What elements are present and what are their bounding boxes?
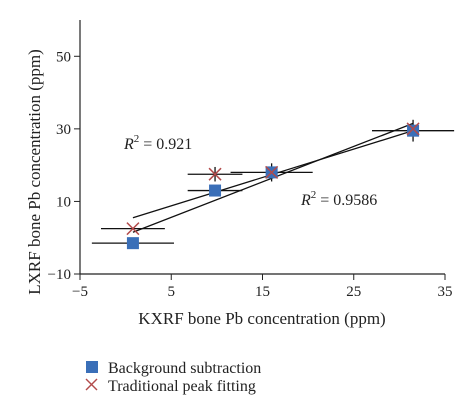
- data-point-square: [209, 184, 222, 197]
- data-point-x: [265, 165, 279, 179]
- legend-marker-x: [85, 378, 98, 391]
- y-tick-label: −10: [48, 267, 71, 283]
- r-squared-1-symbol: R: [123, 136, 134, 153]
- legend-marker-square: [86, 361, 98, 373]
- data-point-x: [126, 222, 140, 236]
- data-point-x-stroke: [208, 167, 222, 181]
- axes: [79, 20, 445, 275]
- r-squared-2-symbol: R: [300, 192, 311, 209]
- y-tick-label: 10: [56, 194, 71, 210]
- y-axis-title: LXRF bone Pb concentration (ppm): [25, 49, 44, 295]
- y-tick-label: 30: [56, 122, 71, 138]
- data-points: [126, 122, 420, 250]
- x-tick-label: 35: [438, 284, 453, 300]
- tick-group: −5 5 15 25 35 −10 10 30 50: [48, 49, 453, 300]
- legend-label-background-subtraction: Background subtraction: [108, 360, 261, 377]
- data-point-x: [208, 167, 222, 181]
- data-point-x-stroke: [265, 165, 279, 179]
- legend-label-traditional-peak-fitting: Traditional peak fitting: [108, 378, 256, 395]
- data-point-square: [126, 237, 139, 250]
- data-point-x-stroke: [126, 222, 140, 236]
- x-tick-label: 5: [168, 284, 176, 300]
- legend: Background subtraction Traditional peak …: [85, 360, 261, 395]
- x-tick-label: 15: [255, 284, 270, 300]
- x-tick-label: −5: [72, 284, 88, 300]
- data-point-x: [406, 122, 420, 136]
- r-squared-annotation-1: R2 = 0.921: [123, 133, 192, 153]
- data-point-square: [407, 124, 420, 137]
- y-tick-label: 50: [56, 49, 71, 65]
- r-squared-1-value: = 0.921: [139, 136, 192, 153]
- r-squared-1-exponent: 2: [134, 133, 140, 145]
- x-tick-label: 25: [346, 284, 361, 300]
- x-axis-title: KXRF bone Pb concentration (ppm): [138, 309, 385, 328]
- r-squared-annotation-2: R2 = 0.9586: [300, 189, 377, 209]
- data-point-x-stroke: [406, 122, 420, 136]
- r-squared-2-value: = 0.9586: [316, 192, 377, 209]
- r-squared-2-exponent: 2: [311, 189, 317, 201]
